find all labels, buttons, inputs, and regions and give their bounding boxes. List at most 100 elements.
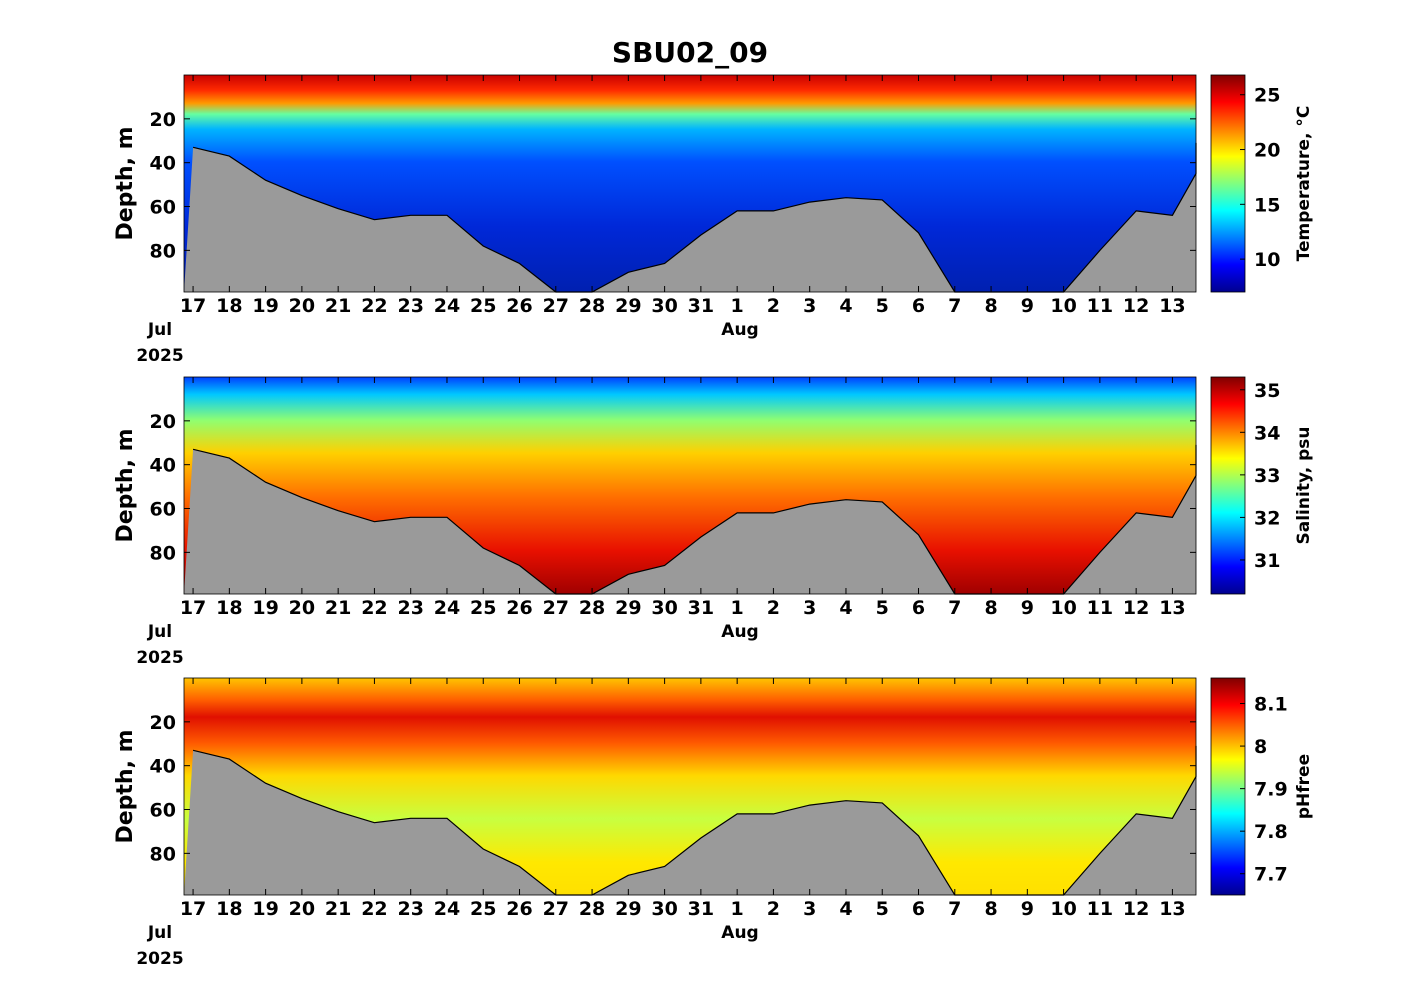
x-tick-label: 1 [731,295,744,317]
x-tick-label: 4 [839,898,852,920]
x-month-label: Aug [721,923,758,943]
y-tick-label: 40 [150,153,176,175]
y-tick-label: 60 [150,499,176,521]
x-tick-label: 18 [216,295,242,317]
x-tick-label: 25 [470,295,496,317]
colorbar-tick-label: 31 [1254,550,1280,572]
x-tick-label: 2 [767,898,780,920]
page-title: SBU02_09 [611,36,769,69]
x-tick-label: 5 [876,295,889,317]
y-tick-label: 60 [150,800,176,822]
colorbar-title: Salinity, psu [1294,427,1314,545]
x-tick-label: 8 [984,295,997,317]
y-axis-title: Depth, m [113,729,138,843]
x-tick-label: 7 [948,898,961,920]
x-tick-label: 9 [1021,898,1034,920]
x-tick-label: 10 [1050,898,1076,920]
colorbar-tick-label: 15 [1254,194,1280,216]
x-tick-label: 11 [1087,597,1113,619]
x-month-label: Aug [721,622,758,642]
x-tick-label: 28 [579,898,605,920]
colorbar [1210,376,1246,595]
x-tick-label: 30 [651,898,677,920]
x-tick-label: 31 [688,295,714,317]
x-tick-label: 22 [361,295,387,317]
colorbar-tick-label: 33 [1254,465,1280,487]
x-tick-label: 20 [289,295,315,317]
x-month-label: Jul [147,320,172,340]
x-tick-label: 28 [579,597,605,619]
x-tick-label: 3 [803,597,816,619]
x-tick-label: 10 [1050,295,1076,317]
x-tick-label: 26 [506,898,532,920]
y-tick-label: 80 [150,240,176,262]
x-tick-label: 13 [1159,295,1185,317]
x-tick-label: 26 [506,597,532,619]
x-tick-label: 17 [180,597,206,619]
axes-frame [183,74,1197,293]
x-tick-label: 5 [876,898,889,920]
x-tick-label: 20 [289,898,315,920]
colorbar-tick-label: 7.9 [1254,779,1288,801]
colorbar-title: Temperature, °C [1294,106,1314,262]
y-tick-label: 80 [150,843,176,865]
x-year-label: 2025 [136,949,183,969]
x-tick-label: 3 [803,898,816,920]
x-tick-label: 11 [1087,898,1113,920]
x-tick-label: 29 [615,295,641,317]
x-tick-label: 28 [579,295,605,317]
x-tick-label: 27 [543,597,569,619]
x-tick-label: 18 [216,898,242,920]
x-tick-label: 24 [434,295,460,317]
x-tick-label: 6 [912,898,925,920]
x-tick-label: 20 [289,597,315,619]
axes-frame [183,376,1197,595]
y-tick-label: 20 [150,712,176,734]
x-tick-label: 13 [1159,898,1185,920]
colorbar-tick-label: 7.7 [1254,864,1288,886]
x-year-label: 2025 [136,346,183,366]
x-tick-label: 3 [803,295,816,317]
x-month-label: Jul [147,923,172,943]
y-tick-label: 40 [150,756,176,778]
y-tick-label: 20 [150,109,176,131]
colorbar-tick-label: 34 [1254,422,1280,444]
axes-frame [183,677,1197,896]
colorbar-tick-label: 7.8 [1254,821,1288,843]
x-year-label: 2025 [136,648,183,668]
x-tick-label: 13 [1159,597,1185,619]
colorbar-tick-label: 8.1 [1254,694,1288,716]
seafloor-area [184,444,1196,594]
x-month-label: Aug [721,320,758,340]
x-tick-label: 1 [731,597,744,619]
x-tick-label: 2 [767,295,780,317]
x-tick-label: 29 [615,898,641,920]
x-tick-label: 19 [252,597,278,619]
x-tick-label: 25 [470,597,496,619]
x-tick-label: 31 [688,898,714,920]
x-tick-label: 5 [876,597,889,619]
x-tick-label: 31 [688,597,714,619]
x-tick-label: 9 [1021,597,1034,619]
x-tick-label: 19 [252,898,278,920]
x-tick-label: 4 [839,597,852,619]
colorbar-tick-label: 10 [1254,249,1280,271]
x-tick-label: 30 [651,597,677,619]
x-tick-label: 17 [180,898,206,920]
x-tick-label: 23 [397,295,423,317]
x-tick-label: 8 [984,597,997,619]
x-tick-label: 23 [397,597,423,619]
x-tick-label: 22 [361,597,387,619]
y-axis-title: Depth, m [113,126,138,240]
x-tick-label: 29 [615,597,641,619]
y-tick-label: 40 [150,455,176,477]
x-tick-label: 19 [252,295,278,317]
colorbar [1210,74,1246,293]
y-tick-label: 80 [150,542,176,564]
y-tick-label: 20 [150,411,176,433]
x-month-label: Jul [147,622,172,642]
colorbar-title: pHfree [1294,754,1314,819]
